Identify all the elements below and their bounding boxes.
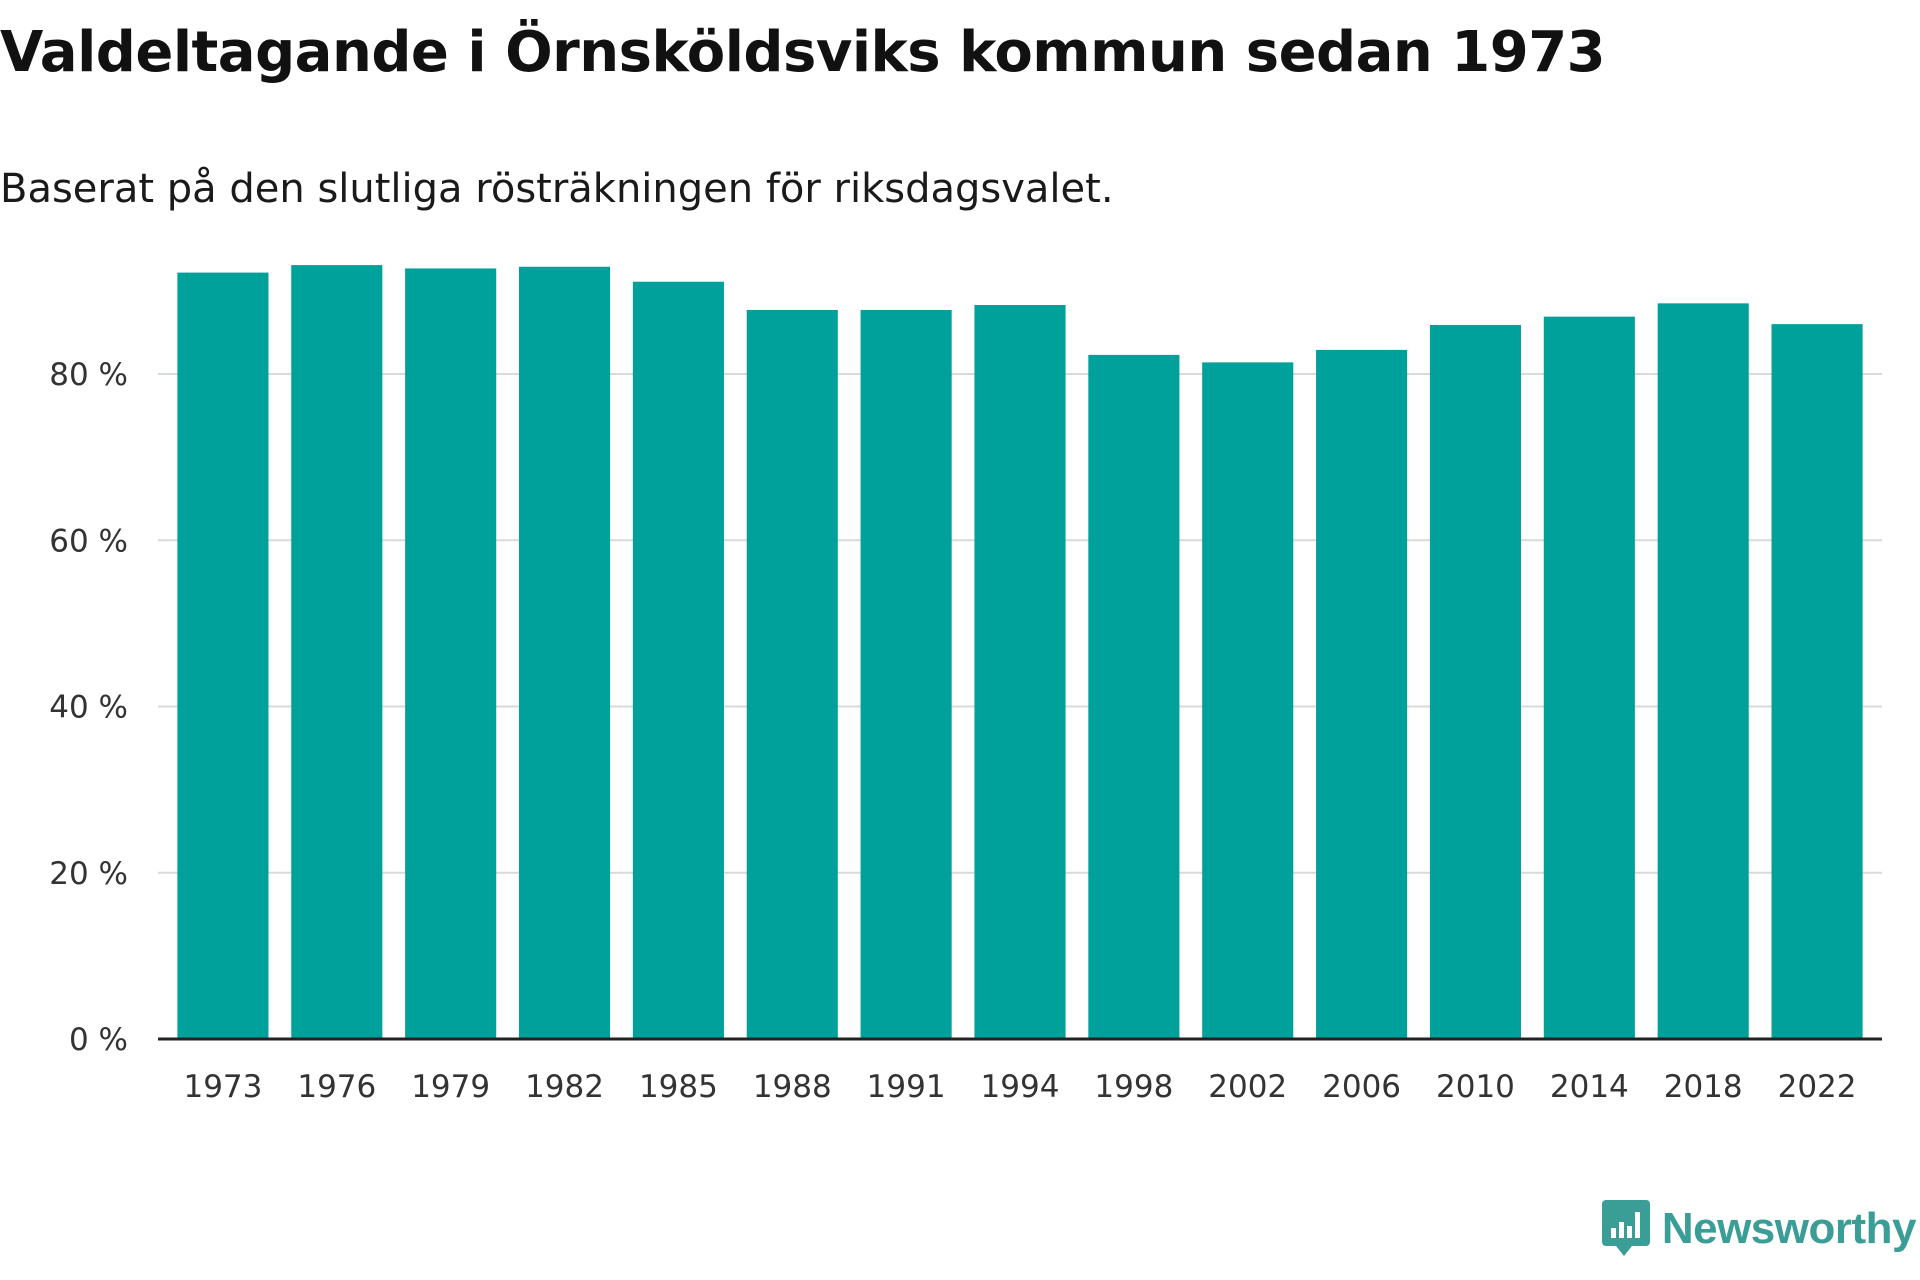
brand-name: Newsworthy [1661,1204,1917,1253]
y-tick-label: 60 % [49,523,128,559]
x-tick-label: 1998 [1094,1069,1173,1105]
bar-chart-speech-bubble-icon [1601,1200,1650,1256]
x-tick-label: 2010 [1436,1069,1515,1105]
x-tick-label: 1988 [753,1069,832,1105]
bar-1982 [518,266,611,1039]
bar-1994 [974,305,1066,1040]
x-tick-label: 1994 [981,1069,1060,1105]
bar-1998 [1088,354,1180,1040]
x-tick-label: 2014 [1550,1069,1629,1105]
y-tick-label: 0 % [69,1022,128,1058]
bar-1985 [632,281,724,1039]
chart-title: Valdeltagande i Örnsköldsviks kommun sed… [0,20,1606,85]
x-tick-label: 1982 [525,1069,604,1105]
x-tick-label: 1985 [639,1069,718,1105]
chart-subtitle: Baserat på den slutliga rösträkningen fö… [0,166,1114,212]
x-tick-label: 2006 [1322,1069,1401,1105]
bar-2022 [1771,324,1863,1039]
bar-2002 [1202,362,1294,1039]
x-tick-label: 2018 [1664,1069,1743,1105]
y-tick-label: 40 % [49,690,128,726]
bar-2014 [1543,316,1635,1039]
x-tick-label: 1979 [411,1069,490,1105]
x-tick-label: 1991 [867,1069,946,1105]
bar-1988 [746,309,838,1039]
x-tick-label: 2002 [1208,1069,1287,1105]
y-tick-label: 20 % [49,856,128,892]
bar-1973 [177,272,269,1039]
bar-2018 [1657,303,1749,1039]
bar-2010 [1429,324,1522,1039]
y-tick-label: 80 % [49,357,128,393]
bar-1976 [291,265,383,1039]
x-tick-label: 1976 [297,1069,376,1105]
bar-1979 [405,268,497,1039]
bar-1991 [860,309,952,1039]
newsworthy-logo: Newsworthy [1601,1200,1917,1258]
x-tick-label: 1973 [183,1069,262,1105]
x-tick-label: 2022 [1778,1069,1857,1105]
bar-2006 [1316,349,1408,1039]
